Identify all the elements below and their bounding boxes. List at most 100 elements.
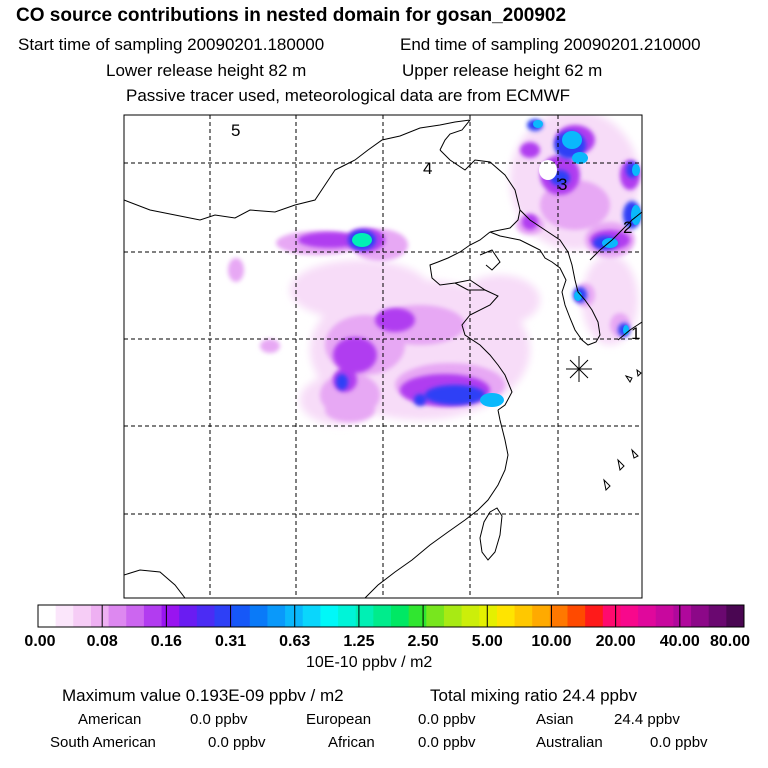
colorbar-swatch [426, 605, 445, 627]
source-name-african: African [328, 734, 375, 751]
colorbar-swatch [514, 605, 533, 627]
source-value-european: 0.0 ppbv [418, 711, 476, 728]
colorbar-swatch [708, 605, 727, 627]
colorbar-swatch [55, 605, 74, 627]
colorbar-swatch [726, 605, 745, 627]
colorbar-tick-label: 80.00 [710, 633, 750, 650]
colorbar-swatch [638, 605, 657, 627]
colorbar-swatch [179, 605, 198, 627]
colorbar-tick-label: 5.00 [472, 633, 503, 650]
colorbar-tick-label: 0.16 [151, 633, 182, 650]
source-name-south-american: South American [50, 734, 156, 751]
colorbar: 0.00 0.08 0.16 0.31 0.63 1.25 2.50 5.00 10.00 20.… [24, 604, 750, 650]
colorbar-swatch [532, 605, 551, 627]
source-value-african: 0.0 ppbv [418, 734, 476, 751]
colorbar-swatch [232, 605, 251, 627]
colorbar-tick-label: 2.50 [408, 633, 439, 650]
shandong-peninsula [454, 282, 485, 291]
region-label-1: 1 [631, 324, 640, 343]
source-value-asian: 24.4 ppbv [614, 711, 680, 728]
colorbar-swatch [602, 605, 621, 627]
colorbar-tick-label: 10.00 [531, 633, 571, 650]
start-time-label: Start time of sampling 20090201.180000 [18, 35, 325, 54]
colorbar-swatch [126, 605, 145, 627]
japan-coast [589, 211, 642, 261]
taiwan [479, 507, 503, 561]
plume-gap [539, 160, 557, 180]
source-name-asian: Asian [536, 711, 574, 728]
colorbar-swatch [391, 605, 410, 627]
colorbar-swatch [302, 605, 321, 627]
region-labels: 5 4 3 2 1 [231, 121, 640, 343]
plume-peak [352, 120, 641, 407]
korea-coast [429, 231, 513, 411]
colorbar-swatch [90, 605, 110, 627]
colorbar-tick-label: 0.08 [87, 633, 118, 650]
total-mixing-ratio-label: Total mixing ratio 24.4 ppbv [430, 686, 637, 705]
colorbar-swatch [267, 605, 286, 627]
colorbar-swatch [479, 605, 498, 627]
source-value-south-american: 0.0 ppbv [208, 734, 266, 751]
source-name-australian: Australian [536, 734, 603, 751]
colorbar-tick-label: 20.00 [596, 633, 636, 650]
colorbar-swatch [655, 605, 674, 627]
source-value-american: 0.0 ppbv [190, 711, 248, 728]
region-label-4: 4 [423, 159, 432, 178]
colorbar-tick-label: 0.31 [215, 633, 246, 650]
colorbar-tick-labels: 0.00 0.08 0.16 0.31 0.63 1.25 2.50 5.00 10.00 20.… [24, 633, 750, 650]
dalian [479, 249, 501, 271]
colorbar-swatch [108, 605, 127, 627]
colorbar-swatch [461, 605, 480, 627]
colorbar-swatch [161, 605, 180, 627]
colorbar-swatch [249, 605, 268, 627]
colorbar-swatch [73, 605, 92, 627]
colorbar-swatch [567, 605, 586, 627]
colorbar-swatch [38, 605, 57, 627]
colorbar-tick-label: 1.25 [343, 633, 374, 650]
hainan [124, 569, 186, 598]
korea-peninsula [489, 209, 601, 346]
north-border [124, 119, 472, 221]
upper-release-label: Upper release height 62 m [402, 61, 603, 80]
colorbar-swatch [285, 605, 304, 627]
colorbar-swatch [443, 605, 463, 627]
colorbar-swatches [37, 605, 745, 627]
map-frame [123, 114, 643, 599]
lower-release-label: Lower release height 82 m [106, 61, 307, 80]
coastlines [124, 119, 642, 598]
colorbar-swatch [408, 605, 427, 627]
map-title: CO source contributions in nested domain… [16, 5, 567, 26]
colorbar-tick-label: 0.00 [24, 633, 55, 650]
northeast-border [439, 149, 521, 233]
colorbar-swatch [673, 605, 692, 627]
colorbar-swatch [196, 605, 215, 627]
colorbar-swatch [373, 605, 392, 627]
max-value-label: Maximum value 0.193E-09 ppbv / m2 [62, 686, 344, 705]
tracer-note: Passive tracer used, meteorological data… [126, 86, 571, 105]
colorbar-swatch [620, 605, 639, 627]
colorbar-swatch [320, 605, 339, 627]
colorbar-swatch [214, 605, 233, 627]
colorbar-swatch [496, 605, 516, 627]
region-label-3: 3 [558, 175, 567, 194]
colorbar-tick-label: 0.63 [279, 633, 310, 650]
colorbar-swatch [143, 605, 163, 627]
china-east-coast [364, 409, 509, 598]
colorbar-tick-label: 40.00 [660, 633, 700, 650]
colorbar-swatch [585, 605, 604, 627]
region-label-2: 2 [623, 218, 632, 237]
colorbar-swatch [338, 605, 357, 627]
plume-map: 5 4 3 2 1 [123, 114, 643, 599]
end-time-label: End time of sampling 20090201.210000 [400, 35, 701, 54]
source-value-australian: 0.0 ppbv [650, 734, 708, 751]
plume-layer [228, 115, 641, 425]
colorbar-unit: 10E-10 ppbv / m2 [306, 654, 433, 671]
graticule [124, 115, 642, 598]
source-name-european: European [306, 711, 372, 728]
source-name-american: American [78, 711, 142, 728]
region-label-5: 5 [231, 121, 240, 140]
receptor-star-icon [566, 356, 592, 382]
colorbar-frame [37, 604, 745, 628]
colorbar-swatch [691, 605, 710, 627]
colorbar-swatch [355, 605, 374, 627]
